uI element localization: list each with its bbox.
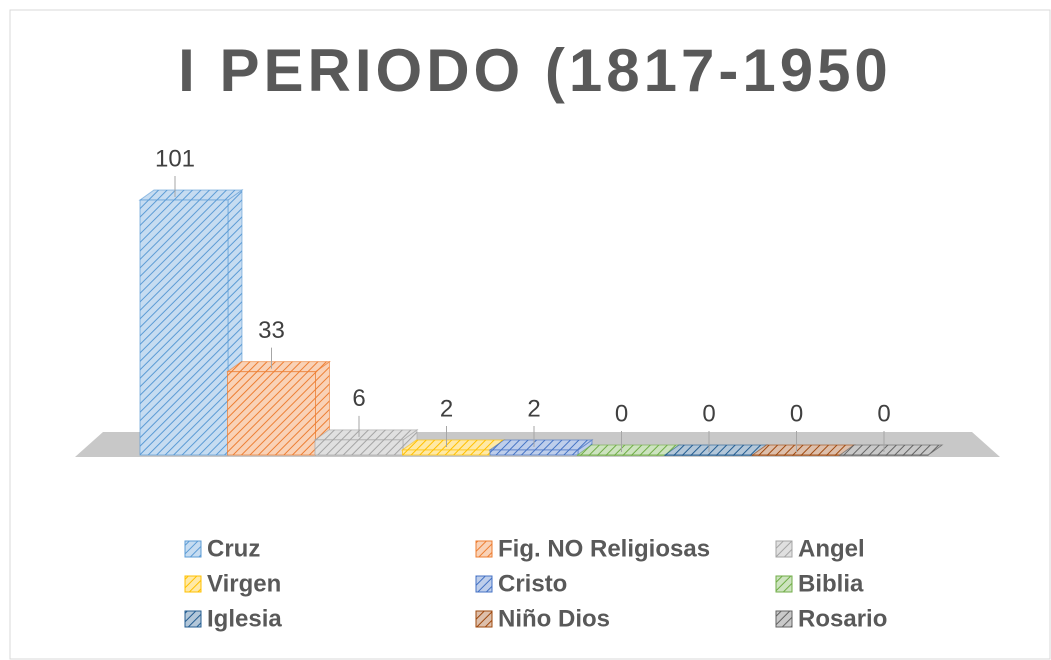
bar-group — [663, 444, 769, 456]
legend-label: Cruz — [207, 535, 260, 562]
legend-swatch — [475, 610, 493, 628]
data-label: 2 — [440, 395, 453, 422]
legend-swatch — [775, 575, 793, 593]
bar-top — [663, 444, 769, 456]
bar — [752, 454, 841, 456]
chart-title: I PERIODO (1817-1950 — [178, 37, 892, 104]
bar — [664, 454, 754, 456]
bar-top — [313, 429, 419, 441]
bar-group — [225, 360, 332, 456]
bar — [839, 454, 929, 456]
bar — [227, 371, 316, 456]
bar-top — [575, 444, 682, 456]
bar-top — [750, 444, 857, 456]
legend-label: Fig. NO Religiosas — [498, 535, 710, 562]
bar-group — [138, 189, 244, 456]
data-label: 0 — [877, 400, 890, 427]
legend-swatch — [775, 540, 793, 558]
legend-label: Rosario — [798, 605, 887, 632]
bar-top — [838, 444, 944, 456]
legend-swatch — [475, 540, 493, 558]
legend-swatch — [184, 575, 202, 593]
data-label: 101 — [155, 145, 195, 172]
legend-label: Iglesia — [207, 605, 282, 632]
bar-top — [225, 361, 332, 373]
legend-label: Angel — [798, 535, 865, 562]
legend-label: Biblia — [798, 570, 864, 597]
bar-group — [838, 444, 944, 456]
bar-group — [488, 438, 594, 456]
bar-top — [138, 189, 244, 201]
bar — [314, 439, 404, 456]
data-label: 2 — [527, 395, 540, 422]
bar — [489, 449, 579, 456]
bar-top — [488, 439, 594, 451]
bar — [402, 449, 491, 456]
bar-top — [400, 439, 507, 451]
data-label: 33 — [258, 317, 285, 344]
legend-label: Niño Dios — [498, 605, 610, 632]
legend-label: Virgen — [207, 570, 281, 597]
data-label: 0 — [790, 400, 803, 427]
legend-label: Cristo — [498, 570, 567, 597]
legend-swatch — [184, 540, 202, 558]
data-label: 0 — [615, 400, 628, 427]
legend-swatch — [775, 610, 793, 628]
bar-group — [750, 444, 857, 456]
bar-group — [313, 428, 419, 456]
data-label: 6 — [352, 385, 365, 412]
legend-swatch — [184, 610, 202, 628]
bar — [139, 199, 229, 456]
legend-swatch — [475, 575, 493, 593]
bar-group — [575, 444, 682, 456]
bar-group — [400, 438, 507, 456]
bar — [577, 454, 666, 456]
data-label: 0 — [702, 400, 715, 427]
